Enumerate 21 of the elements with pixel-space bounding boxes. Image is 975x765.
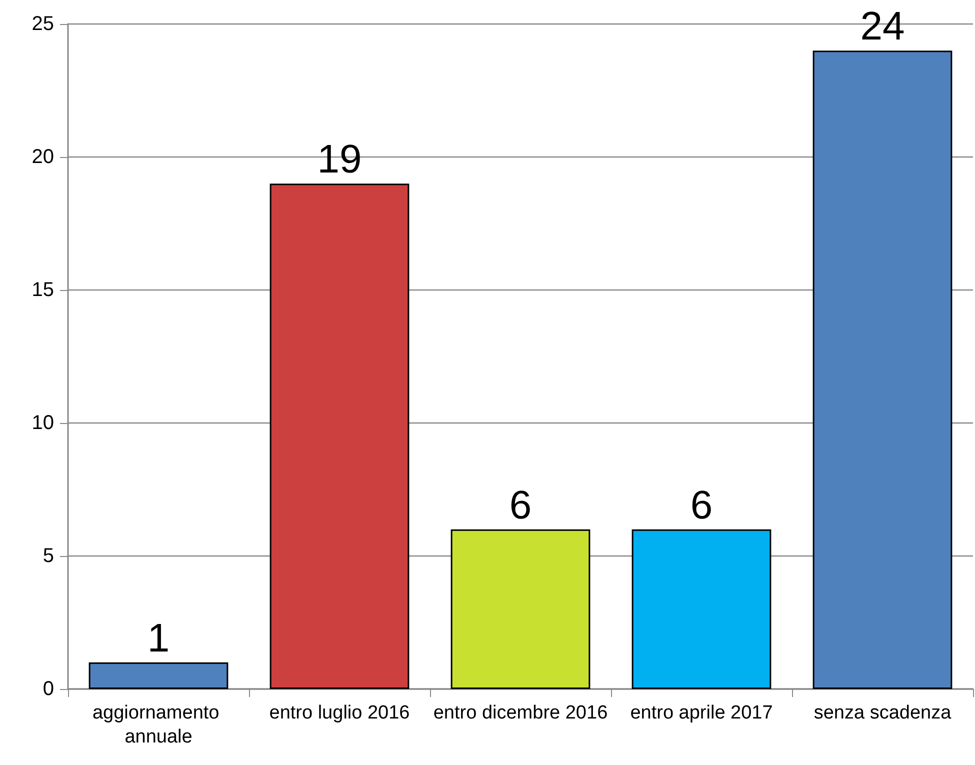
bar [450,529,590,689]
y-tick-label: 15 [32,279,54,301]
y-tick-label: 10 [32,412,54,434]
data-label: 6 [690,483,713,528]
y-tick-label: 0 [42,678,54,700]
y-tick-label: 5 [42,545,54,567]
x-tick-label: entro dicembre 2016 [433,702,608,724]
data-label: 1 [147,616,170,660]
bar [88,662,228,689]
data-label: 6 [509,483,532,528]
x-tick-label: entro aprile 2017 [630,702,773,724]
data-label: 19 [317,138,362,182]
y-tick-label: 20 [32,146,54,168]
x-tick-label: entro luglio 2016 [269,702,410,724]
bar [812,50,952,689]
x-tick-label: senza scadenza [814,702,952,724]
x-tick-label: aggiornamento annuale [92,702,225,748]
data-label: 24 [860,4,905,49]
bar [270,184,410,689]
bar [632,529,772,689]
y-tick-label: 25 [32,13,54,35]
